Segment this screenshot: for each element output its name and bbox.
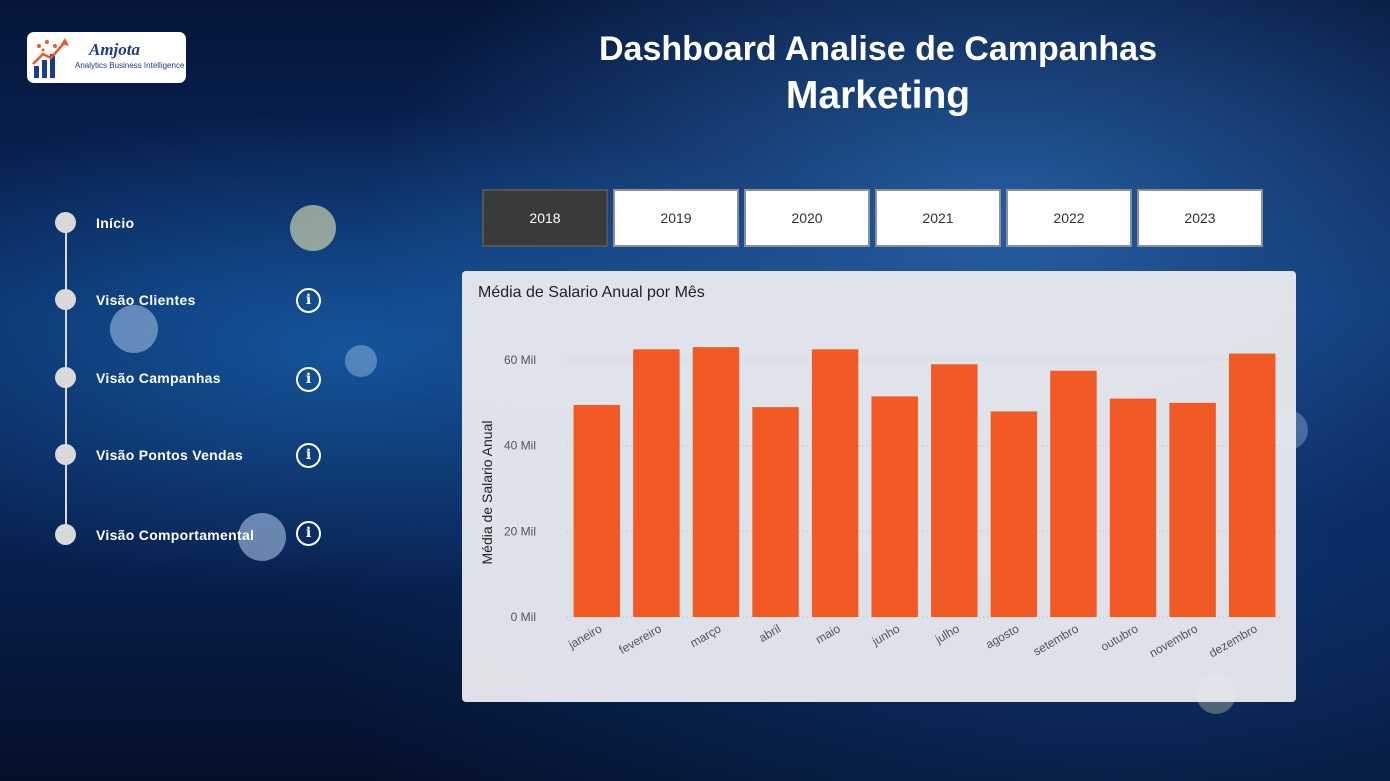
y-tick-label: 60 Mil [504,353,536,367]
x-tick-label: agosto [983,621,1021,651]
x-tick-label: outubro [1098,621,1141,654]
logo-subtitle: Analytics Business Intelligence [75,61,185,70]
year-tab-2021[interactable]: 2021 [875,189,1001,247]
nav-item-visao-comportamental[interactable]: Visão Comportamental [53,524,333,548]
info-icon[interactable]: i [296,367,321,392]
x-tick-label: junho [869,621,903,648]
info-icon[interactable]: i [296,521,321,546]
page-subtitle: Marketing [785,74,971,117]
nav-dot [55,367,76,388]
bar [1109,398,1157,617]
year-tab-2019[interactable]: 2019 [613,189,739,247]
x-tick-label: maio [813,621,843,646]
bar [692,347,740,617]
bar [931,364,978,617]
chart-title: Média de Salario Anual por Mês [478,284,705,301]
bar [573,404,621,617]
x-tick-label: dezembro [1206,621,1259,660]
nav-item-visao-pontos-vendas[interactable]: Visão Pontos Vendas [53,444,333,468]
bar [871,396,918,617]
y-tick-label: 40 Mil [504,439,536,453]
info-icon[interactable]: i [296,443,321,468]
bar [752,407,799,617]
logo-name: Amjota [89,40,141,59]
y-axis-label: Média de Salario Anual [479,421,495,565]
y-tick-label: 20 Mil [504,524,536,538]
nav-label: Visão Pontos Vendas [96,447,244,463]
nav-dot [55,524,76,545]
bar [633,349,680,617]
x-tick-label: fevereiro [616,621,664,657]
x-tick-label: janeiro [565,621,604,652]
info-icon[interactable]: i [296,288,321,313]
chart-panel: Média de Salario Anual por Mês 0 Mil 20 M… [462,271,1296,702]
analytics-logo-icon [32,37,69,78]
background-bokeh [345,345,377,377]
x-tick-label: abril [756,621,783,644]
year-tab-2022[interactable]: 2022 [1006,189,1132,247]
bar [1228,353,1276,617]
bar [1169,402,1216,617]
year-tab-2018[interactable]: 2018 [482,189,608,247]
x-tick-label: novembro [1147,621,1200,660]
bar-chart: 0 Mil 20 Mil 40 Mil 60 Mil Média de Salario … [479,347,1282,660]
nav-dot [55,212,76,233]
company-logo: Amjota Analytics Business Intelligence [27,32,186,83]
nav-dot [55,444,76,465]
x-tick-label: julho [932,621,962,646]
nav-label: Início [96,215,135,231]
bar [990,411,1038,617]
nav-label: Visão Campanhas [96,370,221,386]
bar [811,349,859,617]
y-tick-label: 0 Mil [511,610,536,624]
page-title: Dashboard Analise de Campanhas [598,30,1157,68]
year-tab-2023[interactable]: 2023 [1137,189,1263,247]
nav-dot [55,289,76,310]
nav-item-inicio[interactable]: Início [53,212,333,236]
nav-item-visao-clientes[interactable]: Visão Clientes [53,289,333,313]
x-tick-label: setembro [1031,621,1082,658]
nav-label: Visão Comportamental [96,527,255,543]
year-tab-2020[interactable]: 2020 [744,189,870,247]
nav-item-visao-campanhas[interactable]: Visão Campanhas [53,367,333,391]
bar [1050,370,1097,617]
x-tick-label: março [688,621,724,650]
nav-label: Visão Clientes [96,292,196,308]
